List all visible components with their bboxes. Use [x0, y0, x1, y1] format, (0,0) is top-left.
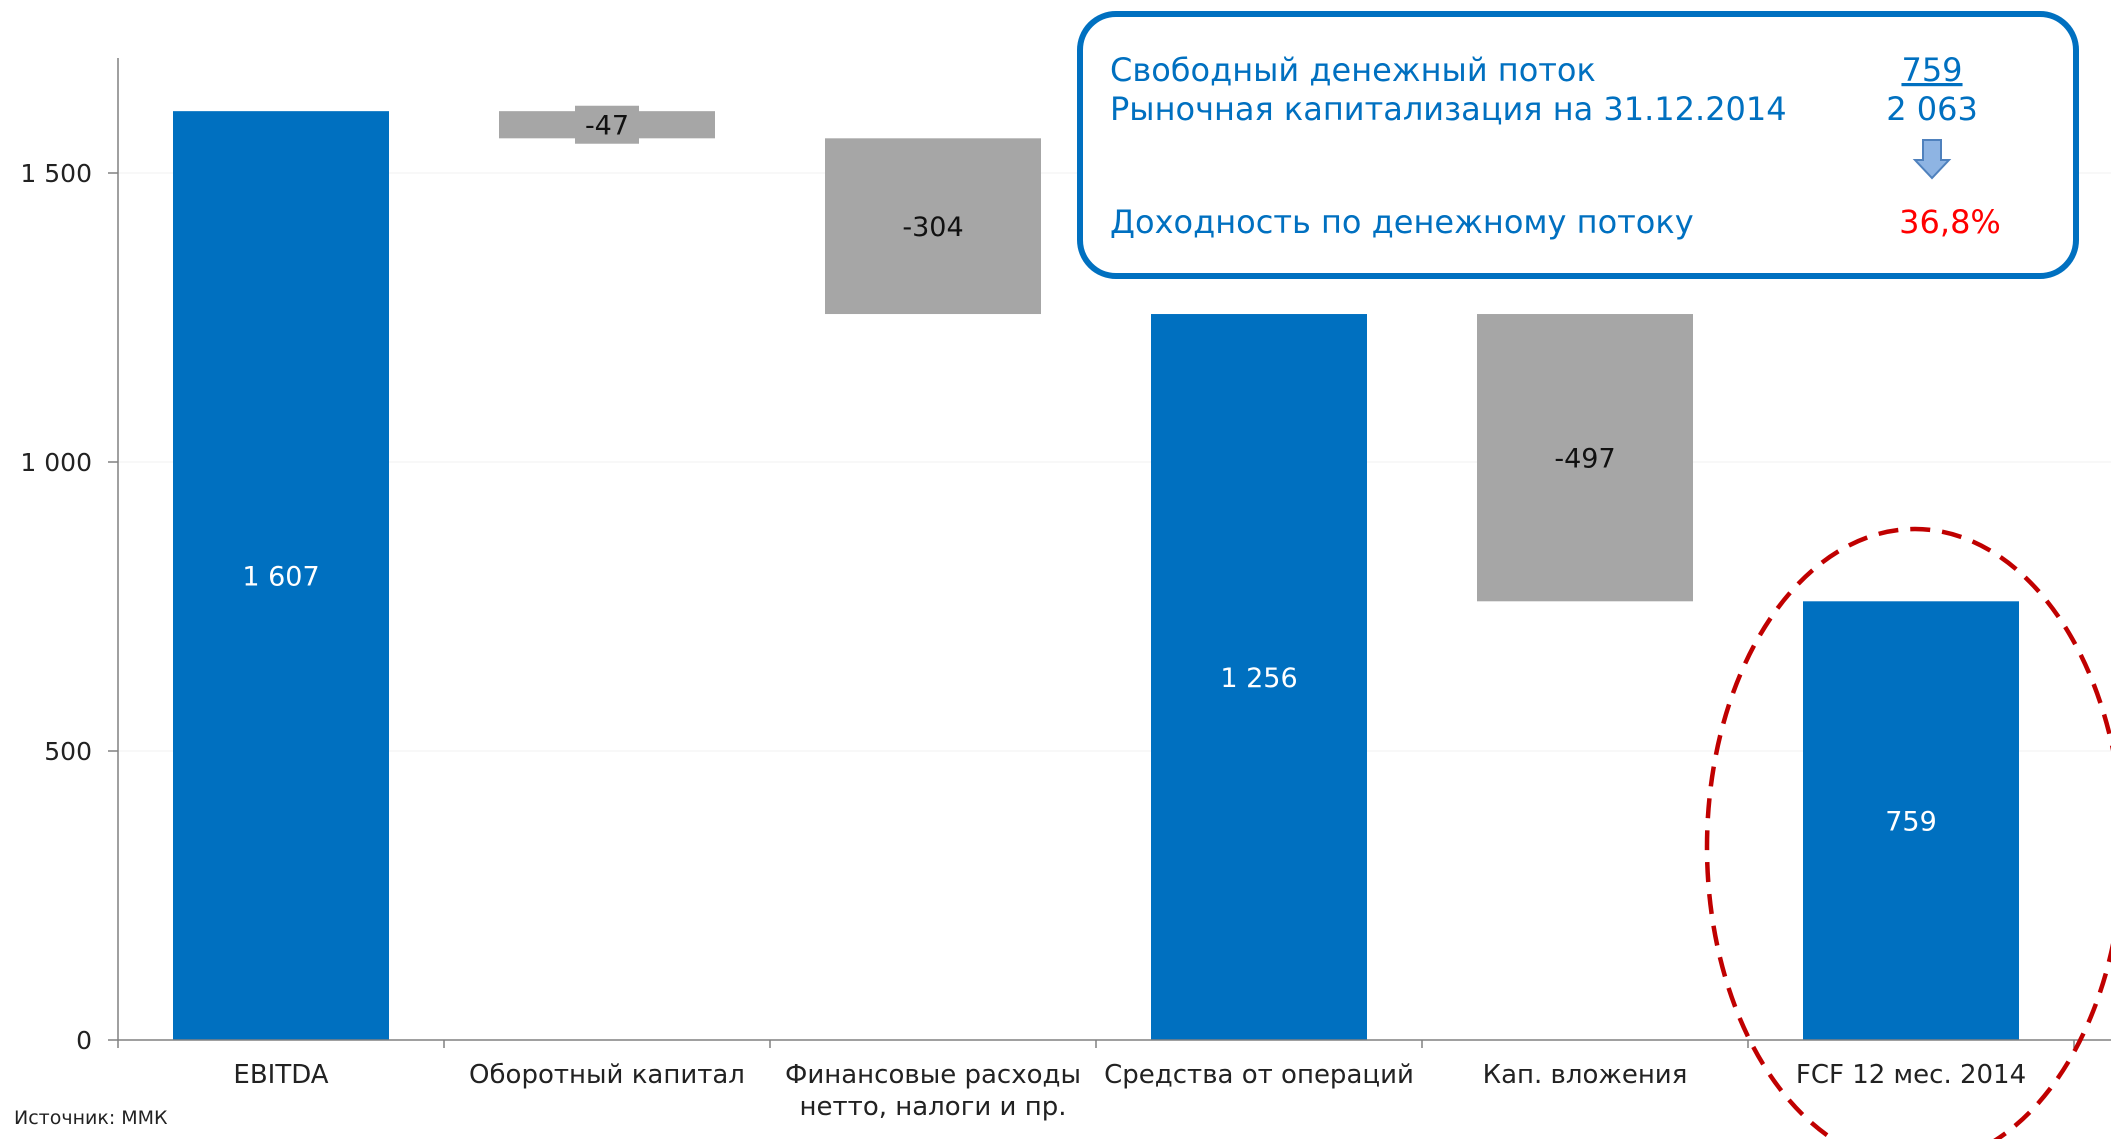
bar-total — [1803, 601, 2019, 1040]
info-row-value: 36,8% — [1899, 203, 2001, 241]
highlight — [1704, 526, 2111, 1139]
bar-value-label: 1 256 — [1220, 663, 1297, 694]
bar-value-label: -304 — [902, 212, 963, 243]
bar-total — [1151, 314, 1367, 1041]
labels: 0 500 1 000 1 500 1 607 -47 -304 1 256 -497 759 EB… — [20, 111, 2026, 1122]
info-row-value: 2 063 — [1886, 90, 1978, 128]
info-box: Свободный денежный поток 759 Рыночная капи… — [1077, 11, 2079, 279]
y-tick-label: 1 000 — [20, 448, 92, 477]
info-row-label: Доходность по денежному потоку — [1110, 203, 1694, 241]
category-label: Оборотный капитал — [469, 1060, 745, 1090]
highlight-ellipse — [1704, 526, 2111, 1139]
info-row-label: Рыночная капитализация на 31.12.2014 — [1110, 90, 1787, 128]
bar-value-label: 759 — [1885, 807, 1937, 838]
category-label: Кап. вложения — [1483, 1060, 1688, 1090]
bar-change — [1477, 314, 1693, 602]
bar-label-box — [575, 105, 639, 144]
bar-value-label: -47 — [585, 111, 629, 142]
down-arrow-icon — [1912, 139, 1952, 180]
info-box-frame — [1077, 11, 2079, 279]
bar-total — [173, 111, 389, 1041]
bars — [173, 105, 2019, 1041]
category-label: EBITDA — [233, 1060, 328, 1090]
y-tick-label: 500 — [44, 737, 92, 766]
category-label: FCF 12 мес. 2014 — [1796, 1060, 2026, 1090]
bar-value-label: 1 607 — [242, 562, 319, 593]
y-tick-label: 1 500 — [20, 159, 92, 188]
category-label: Финансовые расходы — [785, 1060, 1081, 1090]
y-tick-label: 0 — [76, 1026, 92, 1055]
category-label: Средства от операций — [1104, 1060, 1414, 1090]
info-row-value: 759 — [1901, 51, 1962, 89]
source-note: Источник: ММК — [14, 1107, 168, 1129]
info-row-label: Свободный денежный поток — [1110, 51, 1596, 89]
bar-value-label: -497 — [1554, 444, 1615, 475]
axes — [108, 58, 2111, 1048]
category-label: нетто, налоги и пр. — [800, 1092, 1067, 1122]
bar-change — [825, 138, 1041, 315]
